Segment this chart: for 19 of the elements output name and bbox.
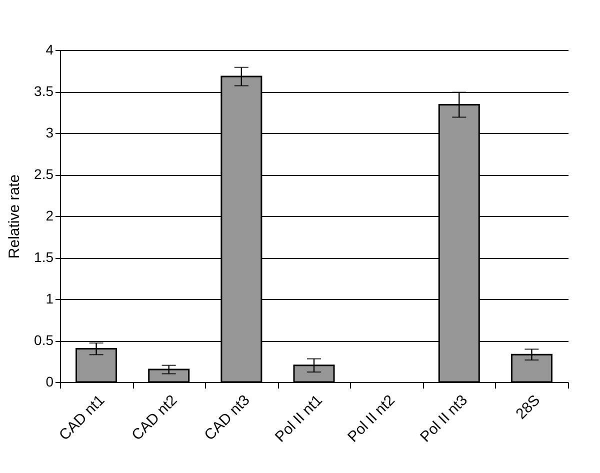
- y-tick-label: 0: [46, 374, 54, 390]
- y-tick-label: 1.5: [34, 249, 54, 265]
- x-tick-label: CAD nt2: [128, 392, 181, 444]
- x-tick-label: CAD nt1: [56, 392, 108, 444]
- x-tick-label: Pol II nt1: [272, 392, 326, 446]
- bar: [510, 354, 552, 383]
- y-tick-label: 3.5: [34, 83, 54, 99]
- x-tick-label: Pol II nt3: [417, 392, 471, 446]
- y-tick-label: 4: [46, 42, 54, 58]
- y-axis-title: Relative rate: [6, 174, 24, 259]
- bar: [148, 368, 190, 383]
- x-tick-label: Pol II nt2: [344, 392, 398, 446]
- y-tick-label: 0.5: [34, 332, 54, 348]
- y-tick-label: 3: [46, 124, 54, 140]
- x-tick-label: 28S: [512, 392, 544, 423]
- x-tick-label: CAD nt3: [201, 392, 254, 444]
- y-tick-label: 1: [46, 290, 54, 306]
- y-tick-label: 2: [46, 208, 54, 224]
- y-tick-label: 2.5: [34, 166, 54, 182]
